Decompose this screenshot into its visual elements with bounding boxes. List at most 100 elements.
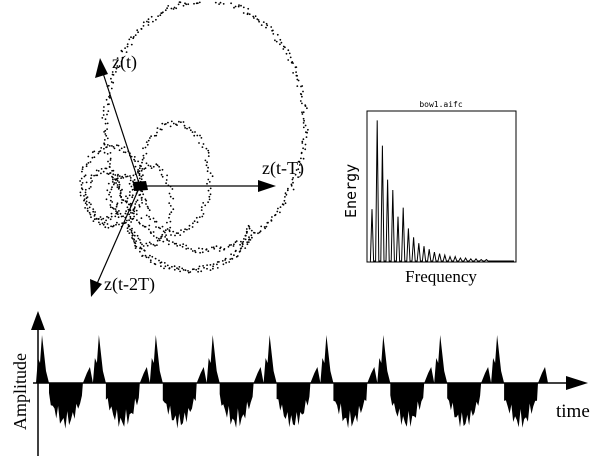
attractor-point bbox=[134, 203, 137, 205]
attractor-point bbox=[302, 147, 304, 150]
attractor-point bbox=[168, 202, 171, 205]
attractor-point bbox=[95, 217, 98, 220]
attractor-point bbox=[104, 122, 107, 125]
attractor-point bbox=[86, 210, 89, 212]
attractor-point bbox=[179, 1, 182, 4]
attractor-point bbox=[194, 249, 196, 252]
attractor-point bbox=[161, 175, 164, 178]
attractor-point bbox=[207, 151, 210, 154]
attractor-point bbox=[166, 264, 169, 267]
attractor-point bbox=[245, 232, 248, 234]
attractor-point bbox=[116, 144, 118, 147]
attractor-point bbox=[133, 206, 136, 209]
attractor-point bbox=[79, 191, 82, 194]
attractor-point bbox=[172, 8, 175, 10]
attractor-point bbox=[118, 183, 121, 186]
attractor-point bbox=[138, 221, 141, 224]
attractor-point bbox=[166, 174, 169, 177]
attractor-point bbox=[294, 173, 297, 176]
attractor-point bbox=[85, 163, 88, 166]
attractor-point bbox=[247, 7, 250, 10]
attractor-point bbox=[109, 159, 112, 161]
attractor-point bbox=[79, 180, 81, 182]
attractor-point bbox=[120, 49, 123, 52]
attractor-point bbox=[176, 267, 178, 270]
attractor-point bbox=[103, 139, 106, 141]
attractor-point bbox=[163, 262, 166, 264]
spectrum-ylabel: Energy bbox=[342, 164, 360, 218]
attractor-point bbox=[186, 228, 188, 231]
attractor-point bbox=[200, 209, 203, 212]
attractor-point bbox=[241, 245, 244, 248]
attractor-point bbox=[140, 165, 142, 168]
attractor-point bbox=[148, 228, 150, 231]
attractor-point bbox=[149, 261, 152, 263]
attractor-point bbox=[98, 150, 100, 153]
attractor-point bbox=[106, 172, 109, 175]
attractor-point bbox=[240, 4, 242, 7]
attractor-point bbox=[179, 234, 182, 237]
attractor-point bbox=[241, 243, 244, 246]
attractor-point bbox=[130, 43, 133, 46]
attractor-point bbox=[182, 4, 185, 7]
attractor-point bbox=[281, 203, 284, 206]
attractor-point bbox=[173, 242, 176, 245]
attractor-point bbox=[229, 258, 232, 260]
attractor-point bbox=[81, 166, 84, 169]
attractor-point bbox=[302, 90, 304, 93]
attractor-point bbox=[131, 237, 133, 239]
attractor-point bbox=[296, 78, 299, 81]
attractor-point bbox=[145, 214, 148, 217]
attractor-point bbox=[116, 177, 119, 180]
attractor-point bbox=[227, 245, 230, 248]
waveform-positive-pulse bbox=[92, 335, 106, 383]
attractor-point bbox=[156, 164, 159, 167]
attractor-point bbox=[244, 238, 247, 241]
attractor-point bbox=[206, 264, 209, 266]
attractor-point bbox=[188, 126, 191, 129]
attractor-point bbox=[87, 162, 90, 164]
attractor-point bbox=[119, 192, 122, 194]
waveform-positive-pulse bbox=[377, 335, 391, 383]
attractor-point bbox=[137, 169, 140, 171]
attractor-point bbox=[165, 234, 168, 237]
attractor-point bbox=[112, 183, 115, 186]
attractor-point bbox=[209, 193, 212, 196]
attractor-point bbox=[93, 174, 95, 177]
attractor-point bbox=[276, 210, 279, 213]
attractor-point bbox=[206, 161, 209, 164]
attractor-point bbox=[196, 2, 199, 5]
attractor-point bbox=[177, 232, 180, 235]
attractor-point bbox=[216, 263, 218, 266]
attractor-point bbox=[279, 206, 282, 209]
attractor-point bbox=[149, 137, 151, 139]
attractor-point bbox=[126, 175, 129, 178]
attractor-point bbox=[104, 129, 107, 132]
waveform-positive-ripple bbox=[253, 367, 264, 383]
attractor-point bbox=[189, 271, 192, 273]
waveform-positive-ripple bbox=[424, 367, 435, 383]
attractor-point bbox=[134, 160, 137, 163]
origin-marker bbox=[133, 181, 148, 191]
attractor-point bbox=[301, 140, 304, 143]
attractor-point bbox=[133, 179, 136, 181]
attractor-point bbox=[160, 265, 162, 268]
attractor-point bbox=[193, 220, 196, 223]
attractor-point bbox=[204, 159, 207, 162]
attractor-point bbox=[112, 173, 115, 176]
attractor-point bbox=[92, 208, 95, 211]
attractor-point bbox=[238, 4, 240, 6]
attractor-point bbox=[168, 240, 171, 242]
attractor-point bbox=[306, 131, 308, 134]
attractor-point bbox=[149, 259, 152, 262]
attractor-point bbox=[131, 227, 133, 230]
attractor-point bbox=[130, 221, 133, 223]
attractor-point bbox=[234, 241, 237, 244]
attractor-point bbox=[187, 247, 190, 250]
attractor-point bbox=[83, 195, 85, 197]
attractor-point bbox=[285, 193, 288, 196]
attractor-point bbox=[184, 127, 187, 129]
attractor-point bbox=[157, 226, 160, 229]
attractor-point bbox=[150, 15, 153, 18]
attractor-point bbox=[119, 189, 122, 192]
